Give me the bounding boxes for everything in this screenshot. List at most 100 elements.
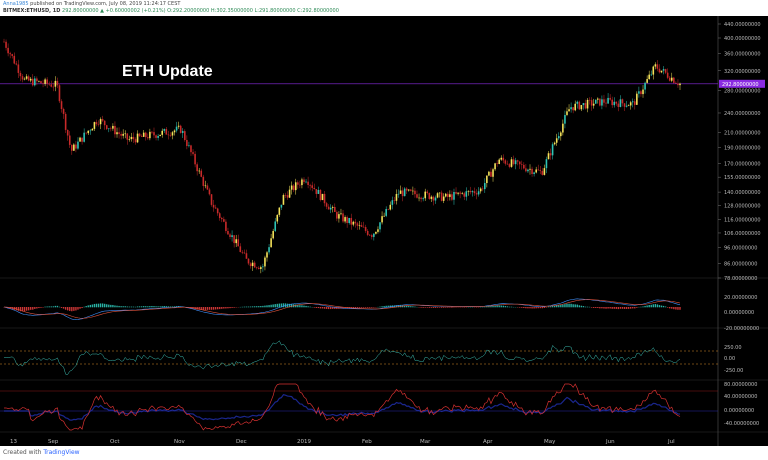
candle-body xyxy=(601,99,603,106)
macd-histogram-bar xyxy=(276,303,278,308)
macd-histogram-bar xyxy=(118,305,120,308)
candle-body xyxy=(257,267,260,269)
macd-histogram-bar xyxy=(30,307,32,310)
macd-histogram-bar xyxy=(356,307,359,308)
macd-histogram-bar xyxy=(258,306,260,308)
macd-histogram-bar xyxy=(389,305,391,308)
candle-body xyxy=(500,157,503,160)
oscillator-pane xyxy=(0,383,718,431)
candle-body xyxy=(62,109,65,114)
candle-body xyxy=(223,219,225,222)
macd-histogram-bar xyxy=(601,307,603,309)
candle-body xyxy=(631,101,634,103)
macd-histogram-bar xyxy=(430,307,433,308)
candle-body xyxy=(471,191,474,193)
candle-body xyxy=(356,223,359,226)
macd-histogram-bar xyxy=(586,306,589,308)
macd-histogram-bar xyxy=(574,304,576,308)
candle-body xyxy=(305,181,307,183)
candle-body xyxy=(350,217,353,225)
macd-histogram-bar xyxy=(525,307,527,309)
candle-body xyxy=(206,185,209,190)
macd-histogram-bar xyxy=(73,307,75,311)
candle-body xyxy=(514,160,517,165)
candle-body xyxy=(393,200,396,201)
candle-body xyxy=(255,267,258,269)
candle-body xyxy=(325,203,328,207)
tradingview-logo[interactable]: TradingView xyxy=(43,449,80,456)
candle-body xyxy=(241,252,244,253)
macd-histogram-bar xyxy=(447,307,449,308)
candle-body xyxy=(584,103,587,109)
macd-histogram-bar xyxy=(593,307,595,308)
macd-histogram-bar xyxy=(219,307,221,310)
macd-histogram-bar xyxy=(101,303,104,308)
candle-body xyxy=(625,105,628,107)
chart-area[interactable]: 440.00000000 400.00000000 360.00000000 320.… xyxy=(0,16,768,446)
candle-body xyxy=(642,89,644,95)
candle-body xyxy=(301,179,303,186)
candle-body xyxy=(214,207,217,209)
macd-histogram-bar xyxy=(262,305,264,308)
candle-body xyxy=(675,82,677,84)
macd-histogram-bar xyxy=(654,304,657,308)
macd-histogram-bar xyxy=(145,306,147,308)
candle-body xyxy=(523,164,525,169)
macd-histogram-bar xyxy=(490,306,492,308)
candle-body xyxy=(679,83,681,86)
candle-body xyxy=(15,63,18,65)
candle-body xyxy=(662,69,665,71)
macd-histogram-bar xyxy=(223,307,225,309)
macd-histogram-bar xyxy=(38,307,40,309)
macd-histogram-bar xyxy=(278,303,281,308)
macd-histogram-bar xyxy=(319,307,322,309)
candle-body xyxy=(420,197,422,200)
candle-body xyxy=(346,217,348,223)
macd-histogram-bar xyxy=(75,307,77,311)
macd-histogram-bar xyxy=(233,307,235,308)
macd-histogram-bar xyxy=(270,304,272,308)
candle-body xyxy=(633,101,636,105)
candle-body xyxy=(648,74,650,80)
macd-histogram-bar xyxy=(562,304,564,308)
candle-body xyxy=(198,170,200,172)
candle-body xyxy=(494,163,496,170)
candle-body xyxy=(467,190,470,192)
candle-body xyxy=(488,171,490,176)
macd-histogram-bar xyxy=(221,307,223,309)
candle-body xyxy=(157,135,159,138)
candle-body xyxy=(399,190,402,194)
candle-body xyxy=(627,105,630,107)
candle-body xyxy=(465,191,468,197)
macd-histogram-bar xyxy=(151,305,153,308)
macd-histogram-bar xyxy=(249,306,252,308)
published-info: published on TradingView.com, July 08, 2… xyxy=(30,1,181,7)
candle-body xyxy=(615,101,618,104)
candles xyxy=(0,38,718,274)
macd-pane xyxy=(3,298,681,321)
candle-body xyxy=(81,137,83,142)
candle-body xyxy=(518,161,521,165)
macd-histogram-bar xyxy=(652,304,654,308)
candle-body xyxy=(278,207,281,215)
candle-body xyxy=(541,171,544,175)
candle-body xyxy=(27,76,30,81)
candle-body xyxy=(594,99,597,104)
macd-histogram-bar xyxy=(329,307,332,310)
macd-histogram-bar xyxy=(212,307,215,310)
candle-body xyxy=(7,47,9,54)
macd-histogram-bar xyxy=(438,307,441,308)
author-link[interactable]: Anna1985 xyxy=(3,1,29,7)
macd-histogram-bar xyxy=(369,307,371,308)
cci-tick-label: 0.00 xyxy=(724,356,735,362)
time-axis-label: Nov xyxy=(174,439,185,445)
macd-histogram-bar xyxy=(307,306,309,308)
candle-body xyxy=(373,233,375,237)
symbol-label: BITMEX:ETHUSD, 1D xyxy=(3,8,61,14)
macd-histogram-bar xyxy=(321,307,324,309)
macd-histogram-bar xyxy=(547,306,550,308)
macd-histogram-bar xyxy=(362,307,365,308)
macd-histogram-bar xyxy=(297,304,299,308)
macd-histogram-bar xyxy=(531,307,533,309)
chart-canvas[interactable]: 440.00000000 400.00000000 360.00000000 320.… xyxy=(0,16,768,446)
